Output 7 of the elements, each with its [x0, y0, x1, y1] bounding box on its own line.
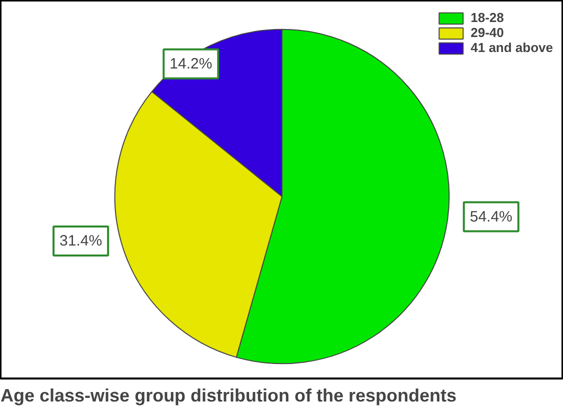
text: Age class-wise group distribution of the respondents [0, 386, 457, 406]
data-label: 54.4% [470, 208, 512, 226]
legend-label: 18-28 [470, 10, 504, 25]
legend-label: 29-40 [470, 25, 504, 40]
data-label: 31.4% [60, 232, 102, 250]
legend-label: 41 and above [470, 40, 553, 55]
data-label: 14.2% [170, 55, 212, 72]
